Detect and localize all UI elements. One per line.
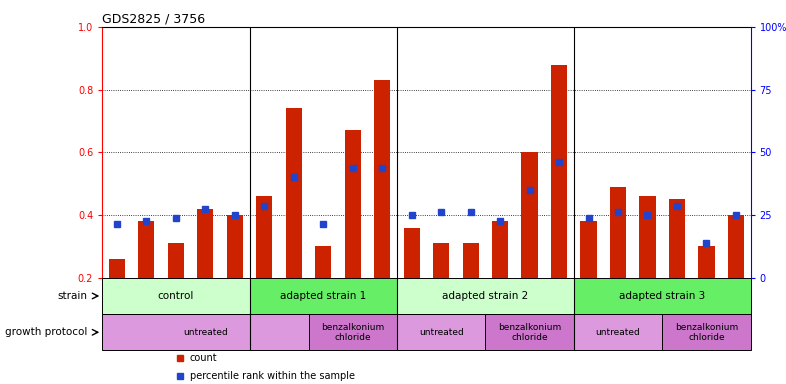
Bar [102, 278, 250, 314]
Bar [285, 108, 302, 278]
Bar [308, 314, 397, 351]
Text: untreated: untreated [419, 328, 464, 337]
Bar [639, 196, 656, 278]
Text: GDS2825 / 3756: GDS2825 / 3756 [102, 13, 205, 26]
Bar [315, 247, 332, 278]
Text: benzalkonium
chloride: benzalkonium chloride [498, 323, 561, 342]
Text: growth protocol: growth protocol [5, 327, 87, 337]
Bar [574, 278, 751, 314]
Text: adapted strain 3: adapted strain 3 [619, 291, 705, 301]
Bar [521, 152, 538, 278]
Bar [197, 209, 214, 278]
Bar [486, 314, 574, 351]
Bar [397, 278, 574, 314]
Text: adapted strain 1: adapted strain 1 [280, 291, 366, 301]
Bar [580, 221, 597, 278]
Bar [167, 243, 184, 278]
Bar [698, 247, 714, 278]
Bar [256, 196, 273, 278]
Bar [662, 314, 751, 351]
Text: adapted strain 2: adapted strain 2 [443, 291, 528, 301]
Bar [102, 314, 308, 351]
Text: benzalkonium
chloride: benzalkonium chloride [321, 323, 384, 342]
Text: benzalkonium
chloride: benzalkonium chloride [675, 323, 738, 342]
Bar [728, 215, 744, 278]
Bar [138, 221, 155, 278]
Bar [344, 131, 361, 278]
Bar [551, 65, 567, 278]
Bar [108, 259, 125, 278]
Bar [250, 278, 397, 314]
Bar [462, 243, 479, 278]
Text: untreated: untreated [596, 328, 641, 337]
Bar [403, 228, 420, 278]
Bar [397, 314, 486, 351]
Text: control: control [158, 291, 194, 301]
Bar [433, 243, 450, 278]
Bar [669, 199, 685, 278]
Text: untreated: untreated [183, 328, 228, 337]
Bar [492, 221, 509, 278]
Text: count: count [189, 353, 218, 363]
Bar [574, 314, 662, 351]
Text: strain: strain [57, 291, 87, 301]
Bar [226, 215, 243, 278]
Bar [374, 80, 391, 278]
Bar [610, 187, 626, 278]
Text: percentile rank within the sample: percentile rank within the sample [189, 371, 354, 381]
